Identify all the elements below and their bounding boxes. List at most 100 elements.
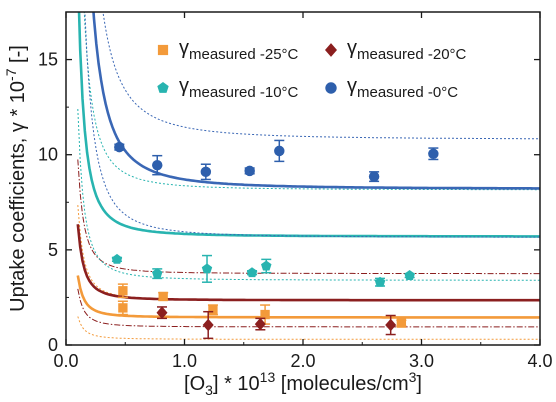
legend-marker-1 — [325, 43, 337, 57]
marker — [428, 148, 439, 159]
legend-symbol: γ — [347, 75, 357, 97]
y-tick-label: 15 — [38, 50, 58, 70]
legend: γmeasured -25°C γmeasured -20°Cγmeasured … — [157, 37, 467, 101]
y-tick-label: 0 — [48, 335, 58, 355]
fit-curve-0 — [76, 275, 540, 319]
fit-lower-bound-0 — [77, 316, 540, 340]
marker — [246, 267, 258, 278]
data-point-2-5 — [374, 276, 386, 287]
marker — [374, 276, 386, 287]
fit-curves — [76, 12, 540, 340]
legend-marker-0 — [157, 44, 169, 56]
fit-lower-bound-2 — [77, 108, 540, 281]
data-point-1-0 — [156, 306, 168, 320]
data-point-0-2 — [158, 291, 169, 302]
y-label-part-2: [-] — [7, 45, 29, 68]
legend-label-0: γmeasured -25°C — [179, 37, 299, 63]
x-label-part-4: ] — [416, 373, 422, 395]
x-tick-label: 0.0 — [53, 351, 78, 371]
fit-curve-1 — [76, 224, 540, 302]
marker — [202, 318, 214, 332]
fit-lower-bound-3 — [84, 12, 540, 238]
data-point-2-6 — [404, 270, 415, 280]
legend-label-3: γmeasured -0°C — [347, 75, 458, 101]
data-point-0-3 — [207, 304, 218, 316]
data-point-3-0 — [114, 141, 125, 153]
marker — [260, 309, 270, 320]
marker — [244, 165, 255, 177]
legend-subscript: measured -20°C — [357, 46, 467, 63]
marker — [118, 286, 128, 296]
fit-upper-bound-2 — [83, 12, 540, 191]
marker — [396, 318, 407, 328]
legend-subscript: measured -10°C — [189, 84, 299, 101]
marker — [158, 291, 168, 302]
marker — [274, 145, 285, 157]
x-axis-label: [O3] * 1013 [molecules/cm3] — [184, 369, 422, 398]
legend-label-1: γmeasured -20°C — [347, 37, 467, 63]
marker — [368, 171, 380, 182]
data-points — [111, 139, 439, 340]
marker — [201, 263, 213, 274]
marker — [261, 260, 272, 271]
data-point-1-3 — [385, 314, 397, 336]
x-label-sup-2: 3 — [409, 369, 417, 385]
data-point-2-4 — [261, 258, 272, 274]
data-point-2-2 — [201, 254, 213, 283]
marker — [156, 306, 168, 319]
data-point-1-1 — [202, 310, 214, 340]
data-point-3-4 — [274, 139, 285, 163]
marker — [152, 268, 163, 279]
x-label-part-3: [molecules/cm — [275, 373, 408, 395]
axis-ticks: 0.0 1.0 2.0 3.0 4.0 0 5 10 15 — [38, 12, 553, 371]
marker — [200, 166, 212, 178]
y-label-part-1: Uptake coefficients, γ * 10 — [7, 81, 29, 312]
fit-lower-bound-1 — [77, 288, 540, 328]
fit-upper-bound-0 — [77, 205, 540, 301]
data-point-0-5 — [396, 318, 407, 328]
marker — [152, 159, 163, 171]
x-label-part-1: [O — [184, 373, 205, 395]
data-point-0-0 — [117, 300, 128, 316]
y-label-sup: -7 — [3, 68, 19, 81]
x-tick-label: 4.0 — [527, 351, 552, 371]
data-point-1-2 — [254, 317, 266, 331]
marker — [254, 317, 266, 331]
marker — [118, 303, 128, 313]
y-axis-label: Uptake coefficients, γ * 10-7 [-] — [3, 45, 29, 312]
marker — [208, 305, 218, 315]
marker — [404, 270, 415, 280]
data-point-2-1 — [152, 268, 163, 280]
fit-upper-bound-1 — [77, 159, 540, 275]
data-point-3-6 — [428, 147, 439, 161]
data-point-2-3 — [246, 267, 258, 278]
x-tick-label: 2.0 — [290, 351, 315, 371]
x-label-sup-1: 13 — [260, 369, 276, 385]
marker — [385, 318, 397, 332]
x-tick-label: 3.0 — [409, 351, 434, 371]
x-tick-label: 1.0 — [172, 351, 197, 371]
fit-curve-3 — [92, 12, 540, 190]
legend-subscript: measured -25°C — [189, 46, 299, 63]
data-point-2-0 — [111, 253, 123, 264]
fit-upper-bound-3 — [102, 12, 540, 140]
y-tick-label: 10 — [38, 145, 58, 165]
marker — [114, 141, 125, 153]
legend-marker-2 — [157, 82, 169, 93]
data-point-0-1 — [117, 283, 128, 299]
legend-symbol: γ — [179, 75, 189, 97]
legend-label-2: γmeasured -10°C — [179, 75, 299, 101]
marker — [111, 253, 123, 264]
legend-subscript: measured -0°C — [357, 84, 458, 101]
data-point-3-2 — [200, 163, 212, 181]
data-point-3-1 — [152, 154, 163, 176]
y-tick-label: 5 — [48, 240, 58, 260]
data-point-3-3 — [244, 165, 255, 177]
fit-curve-2 — [77, 12, 540, 238]
data-point-3-5 — [368, 171, 380, 183]
x-label-part-2: ] * 10 — [213, 373, 260, 395]
legend-symbol: γ — [179, 37, 189, 59]
x-label-sub: 3 — [205, 382, 213, 398]
legend-symbol: γ — [347, 37, 357, 59]
